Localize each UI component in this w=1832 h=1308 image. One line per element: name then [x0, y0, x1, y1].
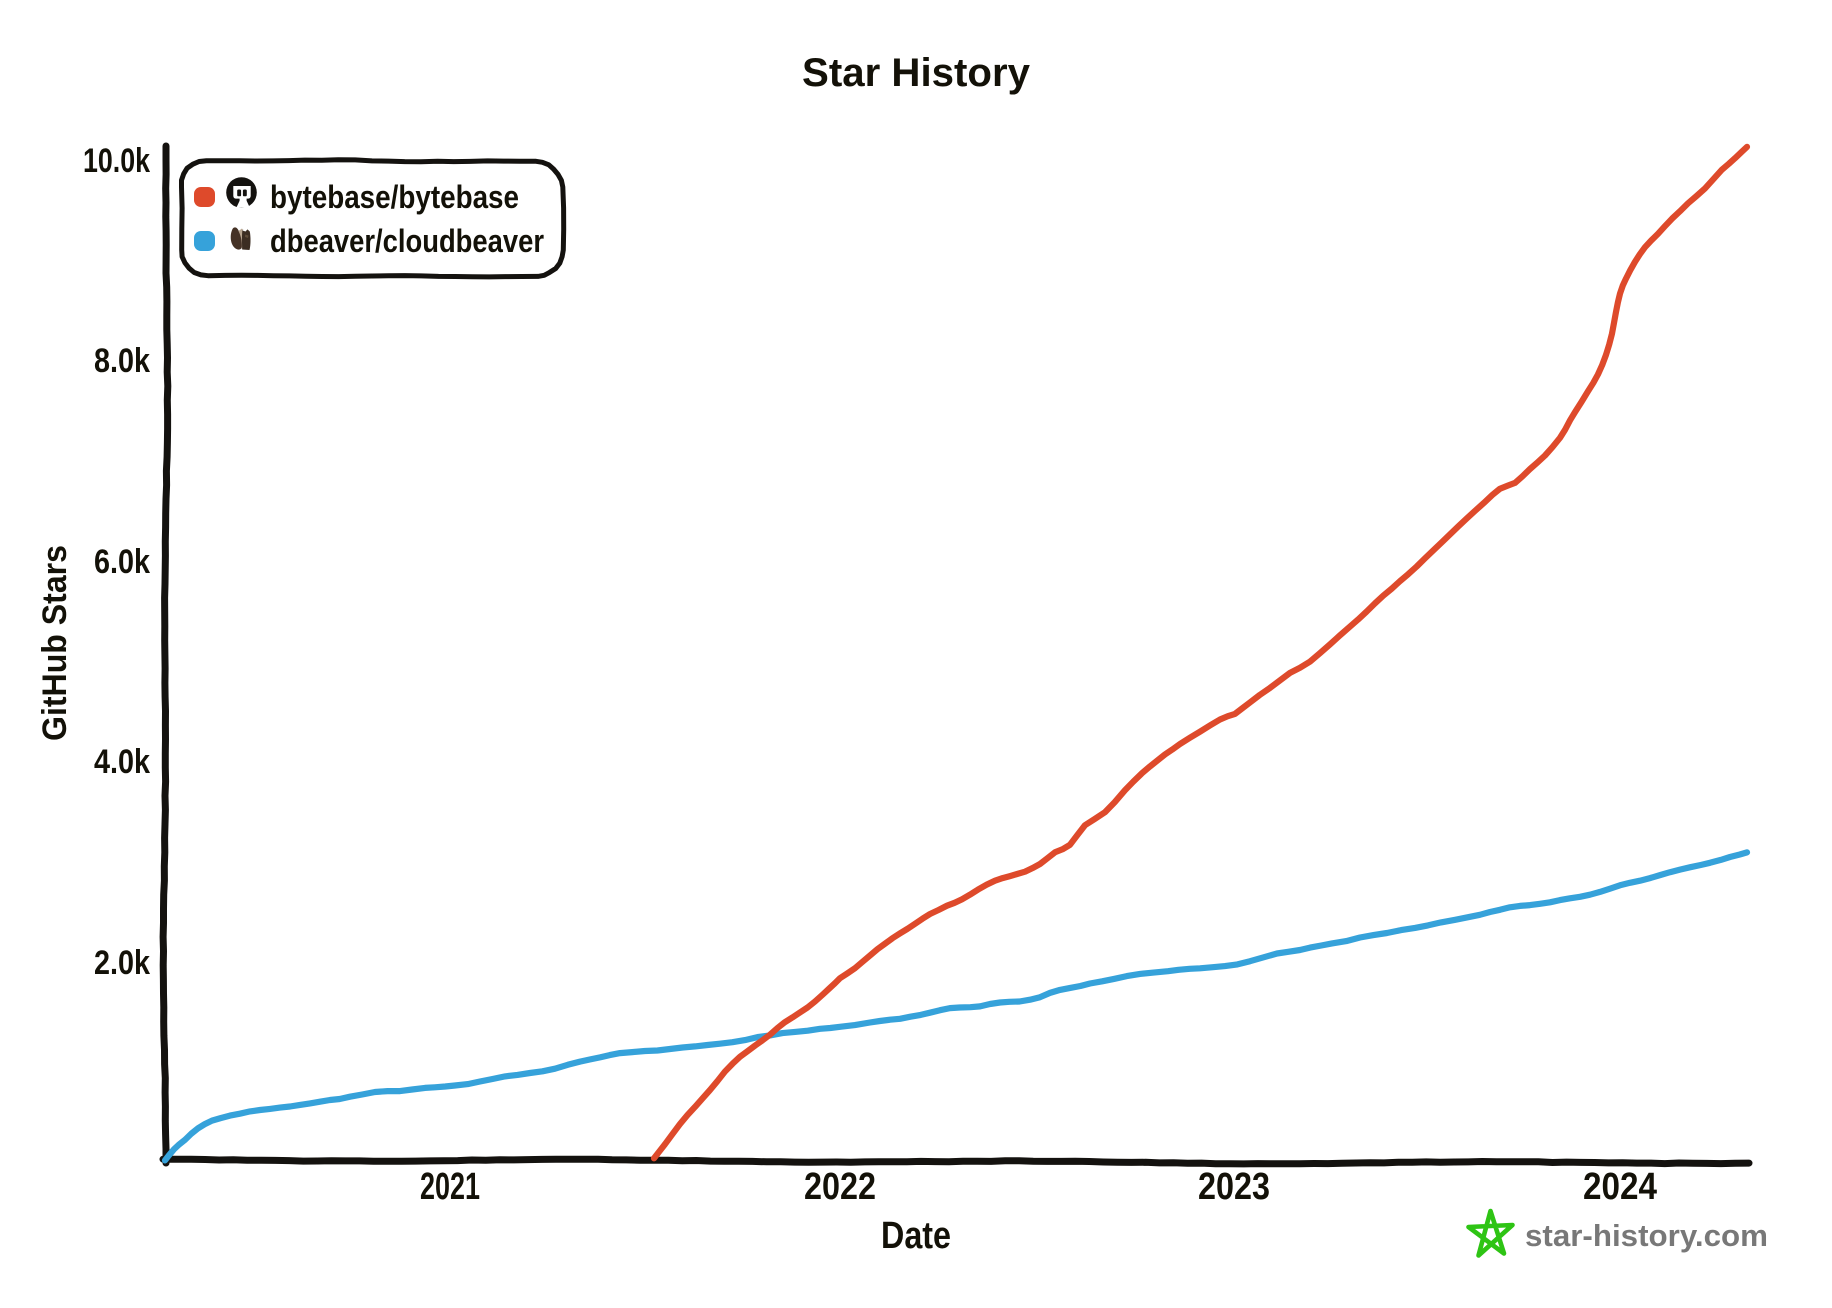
svg-text:Star History: Star History: [802, 51, 1031, 95]
svg-text:GitHub Stars: GitHub Stars: [36, 545, 74, 741]
svg-text:2023: 2023: [1198, 1166, 1270, 1208]
svg-text:2022: 2022: [804, 1166, 876, 1208]
svg-text:dbeaver/cloudbeaver: dbeaver/cloudbeaver: [270, 223, 544, 259]
svg-text:Date: Date: [881, 1215, 951, 1257]
svg-text:2024: 2024: [1583, 1166, 1657, 1208]
svg-text:8.0k: 8.0k: [94, 342, 150, 380]
svg-text:6.0k: 6.0k: [94, 543, 150, 581]
svg-text:2021: 2021: [420, 1166, 480, 1208]
svg-text:2.0k: 2.0k: [94, 944, 150, 982]
svg-text:10.0k: 10.0k: [83, 142, 150, 180]
svg-text:4.0k: 4.0k: [94, 743, 150, 781]
svg-text:star-history.com: star-history.com: [1525, 1218, 1768, 1253]
svg-text:bytebase/bytebase: bytebase/bytebase: [270, 179, 519, 215]
